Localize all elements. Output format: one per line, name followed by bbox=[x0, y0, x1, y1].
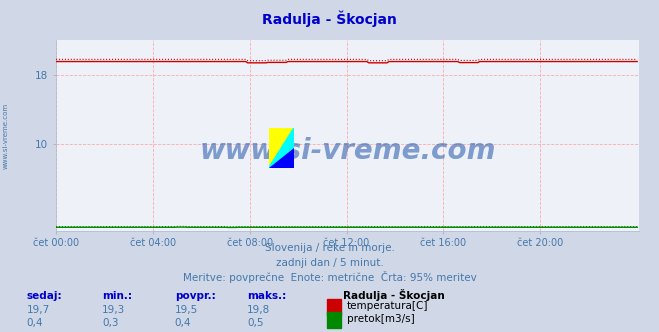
Text: povpr.:: povpr.: bbox=[175, 291, 215, 301]
Text: maks.:: maks.: bbox=[247, 291, 287, 301]
Text: temperatura[C]: temperatura[C] bbox=[347, 301, 428, 311]
Text: 19,8: 19,8 bbox=[247, 305, 270, 315]
Polygon shape bbox=[269, 148, 294, 168]
Polygon shape bbox=[269, 128, 294, 168]
Text: Radulja - Škocjan: Radulja - Škocjan bbox=[343, 290, 444, 301]
Text: 0,5: 0,5 bbox=[247, 318, 264, 328]
Text: www.si-vreme.com: www.si-vreme.com bbox=[2, 103, 9, 169]
Text: 19,3: 19,3 bbox=[102, 305, 125, 315]
Text: sedaj:: sedaj: bbox=[26, 291, 62, 301]
Text: Slovenija / reke in morje.: Slovenija / reke in morje. bbox=[264, 243, 395, 253]
Text: 0,3: 0,3 bbox=[102, 318, 119, 328]
Text: Radulja - Škocjan: Radulja - Škocjan bbox=[262, 10, 397, 27]
Text: www.si-vreme.com: www.si-vreme.com bbox=[200, 136, 496, 165]
Text: min.:: min.: bbox=[102, 291, 132, 301]
Text: Meritve: povprečne  Enote: metrične  Črta: 95% meritev: Meritve: povprečne Enote: metrične Črta:… bbox=[183, 271, 476, 283]
Text: 19,7: 19,7 bbox=[26, 305, 49, 315]
Text: 0,4: 0,4 bbox=[175, 318, 191, 328]
Text: 19,5: 19,5 bbox=[175, 305, 198, 315]
Polygon shape bbox=[269, 128, 294, 168]
Text: 0,4: 0,4 bbox=[26, 318, 43, 328]
Text: zadnji dan / 5 minut.: zadnji dan / 5 minut. bbox=[275, 258, 384, 268]
Text: pretok[m3/s]: pretok[m3/s] bbox=[347, 314, 415, 324]
